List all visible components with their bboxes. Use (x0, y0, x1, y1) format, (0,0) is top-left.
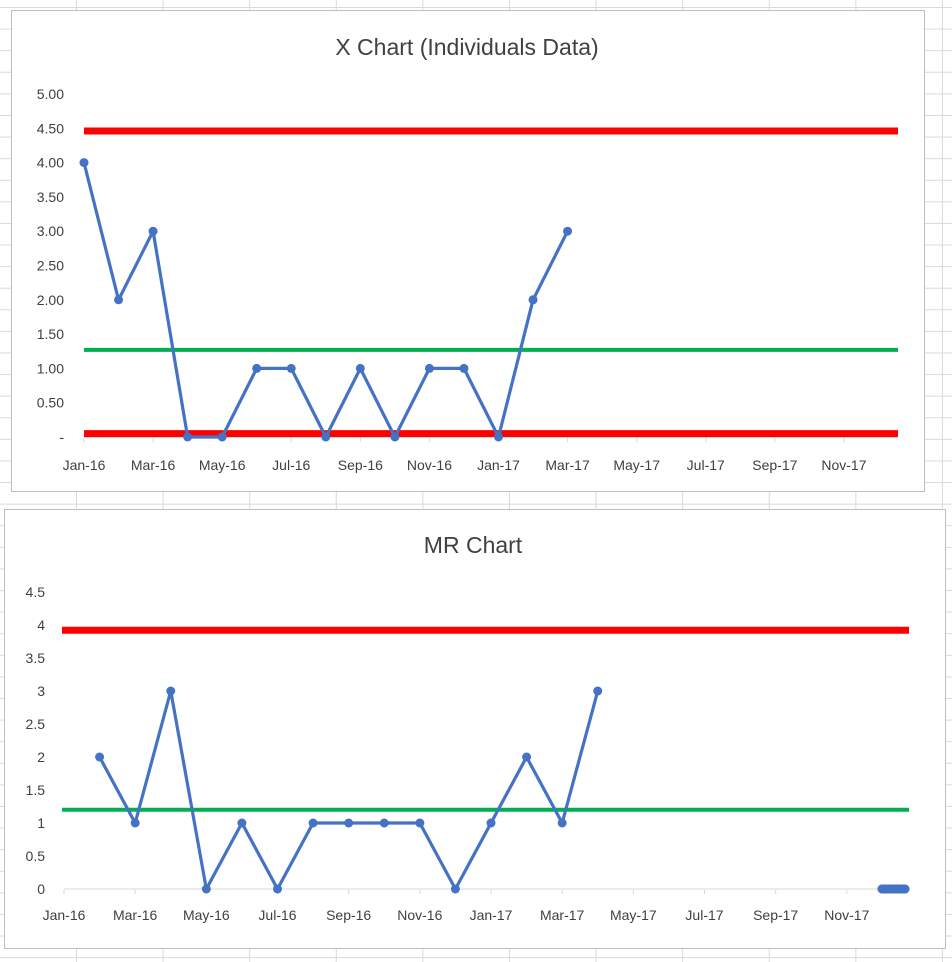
x-chart-y-tick-label: 3.00 (37, 223, 64, 239)
x-chart-x-tick-label: Jan-17 (477, 457, 520, 473)
x-chart-x-tick-label: Sep-16 (338, 457, 383, 473)
x-chart-data-point (114, 295, 124, 305)
mr-chart-x-tick-label: May-16 (183, 907, 230, 923)
x-chart-data-point (390, 432, 400, 442)
mr-chart-y-tick-label: 4 (37, 617, 45, 633)
x-chart-data-point (148, 226, 158, 236)
mr-chart-data-point (344, 818, 354, 828)
mr-chart-x-tick-label: May-17 (610, 907, 657, 923)
x-chart-y-tick-label: 1.50 (37, 326, 64, 342)
mr-chart-data-point (450, 884, 460, 894)
mr-chart-x-tick-label: Nov-17 (824, 907, 869, 923)
mr-chart-title: MR Chart (424, 532, 523, 558)
mr-chart-y-tick-label: 0.5 (26, 848, 46, 864)
mr-chart-y-tick-label: 0 (37, 881, 45, 897)
mr-chart-y-tick-label: 1 (37, 815, 45, 831)
x-chart-data-point (355, 363, 365, 373)
x-chart-data-point (494, 432, 503, 442)
x-chart-y-tick-label: 1.00 (37, 360, 64, 376)
x-chart-y-tick-label: 4.50 (37, 120, 64, 136)
mr-chart-x-tick-label: Jul-17 (685, 907, 723, 923)
mr-chart-x-tick-label: Sep-17 (753, 907, 798, 923)
x-chart-x-tick-label: May-16 (199, 457, 246, 473)
x-chart-data-point (79, 158, 89, 168)
mr-chart-x-tick-label: Nov-16 (397, 907, 442, 923)
mr-chart-x-tick-label: Jan-17 (470, 907, 513, 923)
mr-chart-data-point (273, 884, 282, 894)
mr-chart-data-point (379, 818, 389, 828)
mr-chart-y-tick-label: 3.5 (26, 650, 46, 666)
x-chart-data-point (459, 363, 469, 373)
x-chart-y-tick-label: 5.00 (37, 86, 64, 102)
x-chart-x-tick-label: Jul-16 (272, 457, 310, 473)
mr-chart-x-tick-label: Jan-16 (43, 907, 86, 923)
x-chart-data-point (286, 363, 296, 373)
x-chart-x-tick-label: Nov-17 (821, 457, 866, 473)
x-chart-y-tick-label: 2.50 (37, 258, 64, 274)
mr-chart-y-tick-label: 4.5 (26, 584, 46, 600)
x-chart-title: X Chart (Individuals Data) (335, 34, 598, 60)
mr-chart-panel[interactable]: MR Chart 0 0.5 1 1.5 2 2.5 3 3.5 4 4.5 Jan-16 Mar-1… (4, 509, 946, 949)
mr-chart-data-point (130, 818, 140, 828)
x-chart-data-point (183, 432, 193, 442)
x-chart-data-point (563, 226, 573, 236)
x-chart-svg: X Chart (Individuals Data) - 0.50 1.00 1.50… (37, 34, 898, 473)
x-chart-x-tick-label: May-17 (613, 457, 660, 473)
mr-chart-svg: MR Chart 0 0.5 1 1.5 2 2.5 3 3.5 4 4.5 Jan-16 Mar-1… (26, 532, 910, 923)
mr-chart-data-point (95, 752, 105, 762)
x-chart-data-point (321, 432, 331, 442)
x-chart-y-tick-label: 0.50 (37, 395, 64, 411)
x-chart-x-tick-label: Mar-17 (545, 457, 590, 473)
mr-chart-x-tick-label: Sep-16 (326, 907, 371, 923)
x-chart-x-tick-label: Mar-16 (131, 457, 176, 473)
mr-chart-x-tick-label: Mar-17 (540, 907, 585, 923)
mr-chart-data-point (486, 818, 496, 828)
x-chart-series-line (82, 162, 570, 439)
mr-chart-data-point (557, 818, 567, 828)
mr-chart-y-tick-label: 2.5 (26, 716, 46, 732)
x-chart-x-tick-label: Jul-17 (687, 457, 725, 473)
x-chart-x-tick-label: Jan-16 (63, 457, 106, 473)
mr-chart-x-tick-label: Mar-16 (113, 907, 158, 923)
x-chart-y-tick-label: 2.00 (37, 292, 64, 308)
mr-chart-series-line (98, 689, 600, 891)
mr-chart-data-point (308, 818, 318, 828)
mr-chart-data-point (237, 818, 247, 828)
x-chart-panel[interactable]: X Chart (Individuals Data) - 0.50 1.00 1.50… (11, 10, 925, 492)
x-chart-y-tick-label: 3.50 (37, 189, 64, 205)
mr-chart-data-point (593, 686, 603, 696)
mr-chart-data-point (415, 818, 425, 828)
x-chart-y-tick-label: - (59, 429, 64, 445)
mr-chart-x-tick-label: Jul-16 (258, 907, 296, 923)
x-chart-y-tick-label: 4.00 (37, 155, 64, 171)
x-chart-data-point (252, 363, 262, 373)
x-chart-x-tick-label: Nov-16 (407, 457, 452, 473)
mr-chart-y-tick-label: 2 (37, 749, 45, 765)
mr-chart-y-tick-label: 3 (37, 683, 45, 699)
x-chart-data-point (528, 295, 538, 305)
x-chart-data-point (217, 432, 227, 442)
mr-chart-y-tick-label: 1.5 (26, 782, 46, 798)
x-chart-x-tick-label: Sep-17 (752, 457, 797, 473)
mr-chart-data-point (522, 752, 532, 762)
x-chart-data-point (424, 363, 434, 373)
mr-chart-data-point (166, 686, 176, 696)
mr-chart-data-point (201, 884, 211, 894)
